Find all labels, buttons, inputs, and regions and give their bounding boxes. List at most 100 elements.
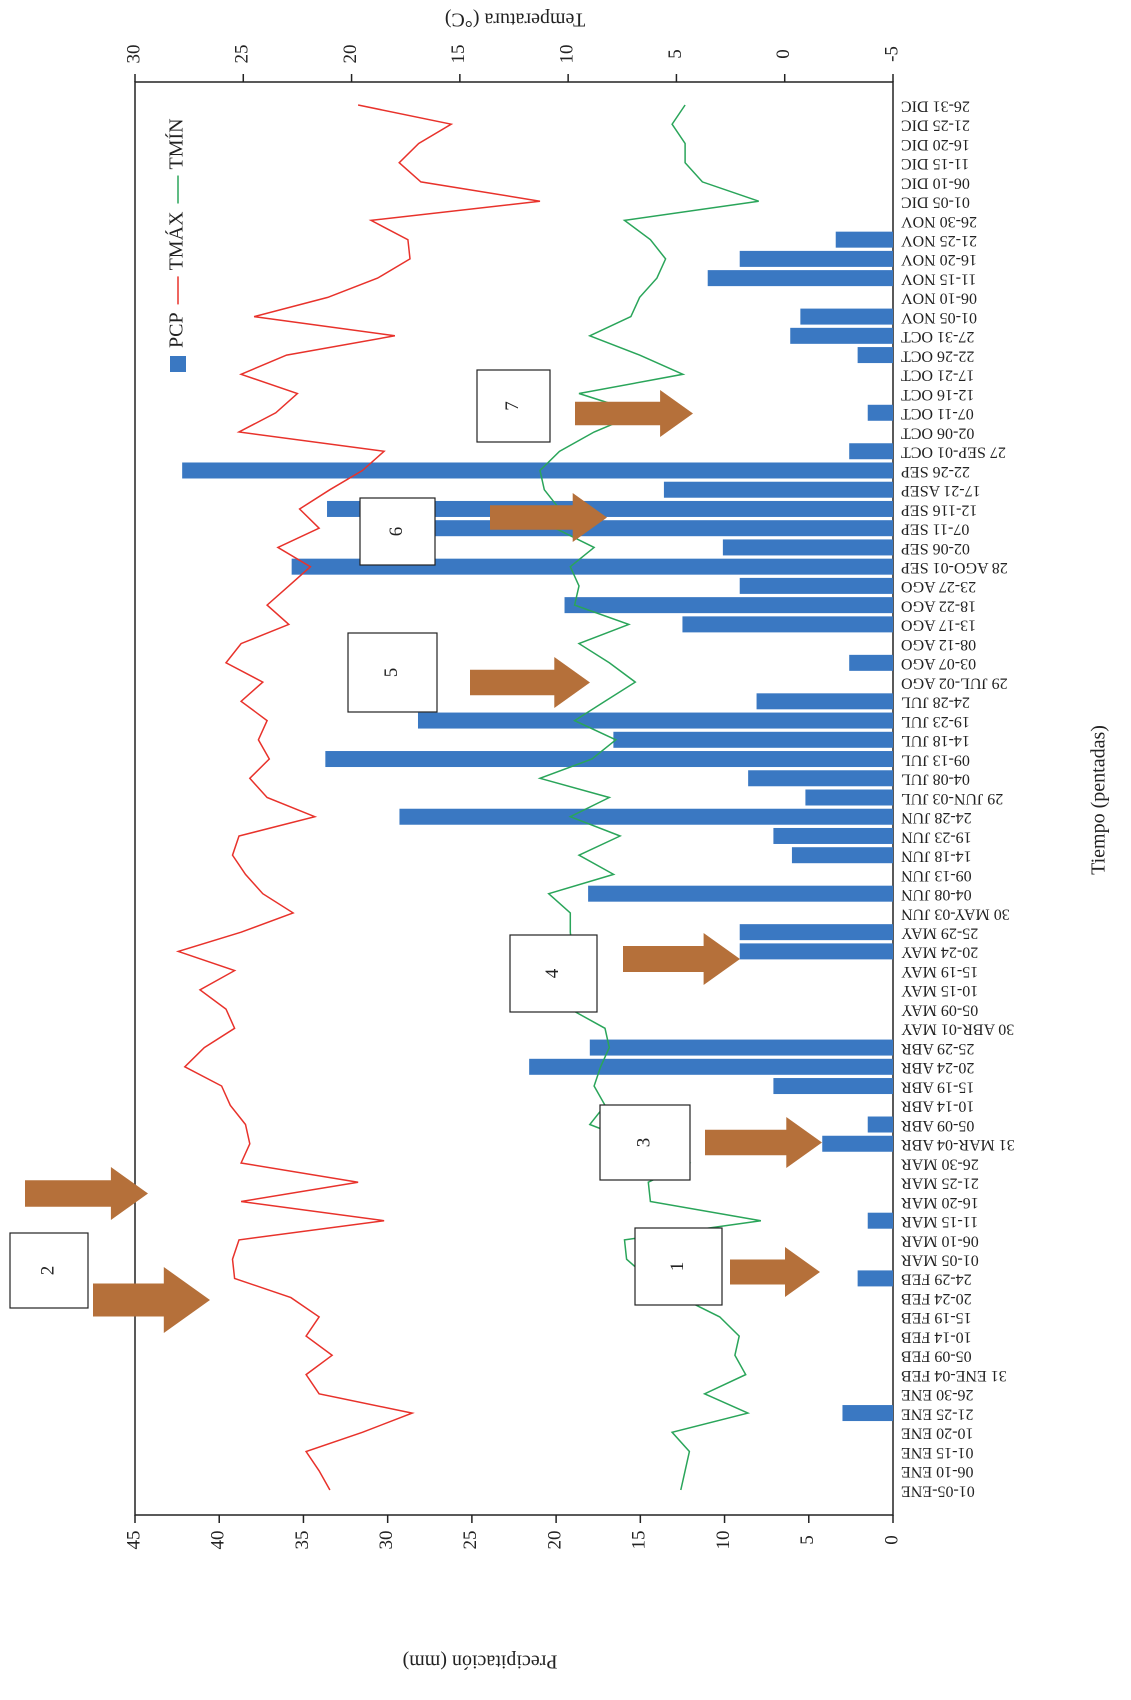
- x-tick-label: 30 ABR-01 MAY: [901, 1021, 1015, 1038]
- arrow: [730, 1247, 820, 1297]
- x-tick-label: 15-19 ABR: [901, 1078, 975, 1095]
- y-tick-label: 45: [123, 1531, 144, 1550]
- arrow: [93, 1267, 210, 1333]
- x-tick-label: 13-17 AGO: [901, 617, 976, 634]
- x-tick-label: 18-22 AGO: [901, 597, 976, 614]
- bar: [857, 347, 893, 364]
- x-tick-label: 26-31 DIC: [901, 97, 970, 114]
- annotation-box: [634, 1227, 723, 1306]
- bar: [773, 1078, 893, 1095]
- x-tick-label: 09-13 JUL: [901, 751, 970, 768]
- y-tick-label: 5: [797, 1535, 818, 1545]
- x-tick-label: 16-20 DIC: [901, 136, 970, 153]
- arrow: [25, 1167, 148, 1220]
- x-tick-label: 02-06 OCT: [901, 424, 975, 441]
- y2-tick-label: 30: [123, 45, 144, 64]
- x-tick-label: 05-09 FEB: [901, 1348, 972, 1365]
- y-tick-label: 15: [629, 1531, 650, 1550]
- arrow: [705, 1117, 822, 1168]
- bar: [327, 500, 893, 517]
- x-tick-label: 27 SEP-01 OCT: [901, 444, 1006, 461]
- x-tick-label: 29 JUL-02 AGO: [901, 674, 1008, 691]
- bar: [588, 885, 893, 902]
- arrow: [470, 657, 590, 708]
- x-tick-label: 26-30 MAR: [901, 1155, 979, 1172]
- bar: [849, 654, 893, 671]
- x-tick-label: 21-25 DIC: [901, 117, 970, 134]
- bar: [867, 404, 893, 421]
- x-tick-label: 08-12 AGO: [901, 636, 976, 653]
- x-tick-label: 25-29 ABR: [901, 1040, 975, 1057]
- y2-axis-title: Temperatura (°C): [445, 8, 585, 30]
- x-tick-label: 16-20 MAR: [901, 1194, 979, 1211]
- x-tick-label: 24-28 JUN: [901, 809, 972, 826]
- bar: [842, 1405, 893, 1422]
- x-tick-label: 29 JUN-03 JUL: [901, 790, 1003, 807]
- x-tick-label: 16-20 NOV: [901, 251, 977, 268]
- annotation-box: [509, 934, 598, 1013]
- bar: [791, 847, 893, 864]
- bar: [722, 539, 893, 556]
- bar: [867, 1116, 893, 1133]
- bar: [291, 558, 893, 575]
- x-tick-label: 21-25 NOV: [901, 232, 977, 249]
- y-tick-label: 0: [881, 1535, 902, 1545]
- x-tick-label: 10-14 ABR: [901, 1098, 975, 1115]
- bar: [739, 577, 893, 594]
- bar: [589, 1039, 893, 1056]
- x-axis-title: Tiempo (pentadas): [1088, 725, 1110, 875]
- x-tick-label: 21-25 ENE: [901, 1405, 973, 1422]
- x-tick-label: 10-15 MAY: [901, 982, 979, 999]
- bar: [748, 770, 893, 787]
- x-tick-label: 30 MAY-03 JUN: [901, 905, 1010, 922]
- bar: [663, 481, 893, 498]
- annotation-box: [476, 369, 551, 443]
- x-tick-label: 26-30 NOV: [901, 213, 977, 230]
- x-tick-label: 20-24 ABR: [901, 1059, 975, 1076]
- x-tick-label: 06-10 ENE: [901, 1463, 973, 1480]
- annotation-box: [599, 1104, 691, 1181]
- x-tick-label: 06-10 DIC: [901, 174, 970, 191]
- annotation-label: 5: [381, 668, 402, 678]
- x-tick-label: 31 MAR-04 ABR: [901, 1136, 1015, 1153]
- x-tick-label: 01-15 ENE: [901, 1444, 973, 1461]
- y-tick-label: 35: [292, 1531, 313, 1550]
- x-tick-label: 17-21 OCT: [901, 367, 975, 384]
- x-tick-label: 25-29 MAY: [901, 924, 979, 941]
- bar: [325, 751, 893, 768]
- x-tick-label: 05-09 ABR: [901, 1117, 975, 1134]
- x-tick-label: 15-19 MAY: [901, 963, 979, 980]
- x-tick-label: 11-15 NOV: [901, 270, 977, 287]
- y-tick-label: 40: [208, 1531, 229, 1550]
- annotation-label: 7: [502, 401, 523, 411]
- x-tick-label: 11-15 MAR: [901, 1213, 979, 1230]
- annotation-label: 4: [542, 968, 563, 978]
- x-tick-label: 04-08 JUL: [901, 771, 970, 788]
- arrow: [490, 493, 607, 542]
- x-tick-label: 01-05-ENE: [901, 1482, 975, 1499]
- y-axis-title: Precipitación (mm): [403, 1650, 558, 1672]
- bar: [790, 327, 893, 344]
- line: [537, 104, 762, 1491]
- x-tick-label: 28 AGO-01 SEP: [901, 559, 1008, 576]
- x-tick-label: 01-05 NOV: [901, 309, 977, 326]
- x-tick-label: 20-24 MAY: [901, 944, 979, 961]
- annotation-box: [9, 1232, 89, 1309]
- arrow: [575, 390, 693, 437]
- annotation-label: 6: [386, 527, 407, 537]
- bar: [835, 231, 893, 248]
- y-tick-label: 25: [460, 1531, 481, 1550]
- x-tick-label: 19-23 JUL: [901, 713, 970, 730]
- x-tick-label: 22-26 SEP: [901, 463, 970, 480]
- x-tick-label: 12-16 OCT: [901, 386, 975, 403]
- bar: [773, 827, 893, 844]
- y2-tick-label: 25: [232, 44, 253, 63]
- y2-tick-label: 0: [773, 49, 794, 59]
- annotation-box: [347, 632, 438, 713]
- bar: [399, 808, 893, 825]
- x-tick-label: 07-11 OCT: [901, 405, 974, 422]
- x-tick-label: 12-116 SEP: [901, 501, 977, 518]
- bar: [613, 731, 893, 748]
- x-tick-label: 09-13 JUN: [901, 867, 972, 884]
